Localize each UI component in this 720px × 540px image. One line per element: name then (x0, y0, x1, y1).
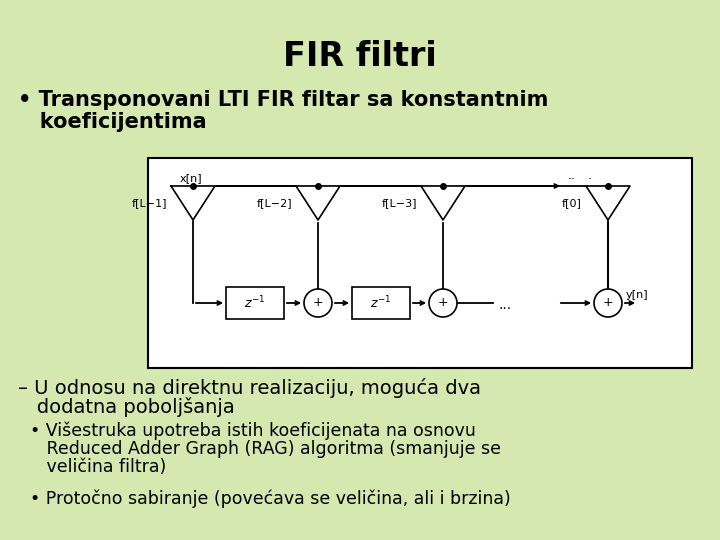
Bar (148, 158, 692, 368)
Text: x[n]: x[n] (180, 173, 202, 183)
Text: .: . (588, 169, 592, 182)
Text: • Protočno sabiranje (povećava se veličina, ali i brzina): • Protočno sabiranje (povećava se veliči… (30, 490, 510, 509)
Text: koeficijentima: koeficijentima (18, 112, 207, 132)
Circle shape (429, 289, 457, 317)
Polygon shape (296, 186, 340, 220)
Circle shape (594, 289, 622, 317)
Circle shape (304, 289, 332, 317)
Text: f[L−2]: f[L−2] (256, 198, 292, 208)
Text: $z^{-1}$: $z^{-1}$ (370, 295, 392, 311)
Bar (226, 287, 284, 319)
Polygon shape (171, 186, 215, 220)
Text: ...: ... (498, 298, 511, 312)
Bar (352, 287, 410, 319)
Text: $z^{-1}$: $z^{-1}$ (244, 295, 266, 311)
Text: f[0]: f[0] (562, 198, 582, 208)
Text: +: + (312, 296, 323, 309)
Text: ..: .. (568, 169, 576, 182)
Text: dodatna poboljšanja: dodatna poboljšanja (18, 397, 235, 417)
Text: – U odnosu na direktnu realizaciju, moguća dva: – U odnosu na direktnu realizaciju, mogu… (18, 378, 481, 398)
Text: veličina filtra): veličina filtra) (30, 458, 166, 476)
Polygon shape (586, 186, 630, 220)
Text: Reduced Adder Graph (RAG) algoritma (smanjuje se: Reduced Adder Graph (RAG) algoritma (sma… (30, 440, 501, 458)
Text: +: + (603, 296, 613, 309)
Text: FIR filtri: FIR filtri (283, 40, 437, 73)
Text: • Višestruka upotreba istih koeficijenata na osnovu: • Višestruka upotreba istih koeficijenat… (30, 422, 476, 441)
Text: • Transponovani LTI FIR filtar sa konstantnim: • Transponovani LTI FIR filtar sa konsta… (18, 90, 549, 110)
Text: f[L−3]: f[L−3] (382, 198, 417, 208)
Text: +: + (438, 296, 449, 309)
Polygon shape (421, 186, 465, 220)
Text: f[L−1]: f[L−1] (132, 198, 167, 208)
Text: y[n]: y[n] (626, 290, 649, 300)
